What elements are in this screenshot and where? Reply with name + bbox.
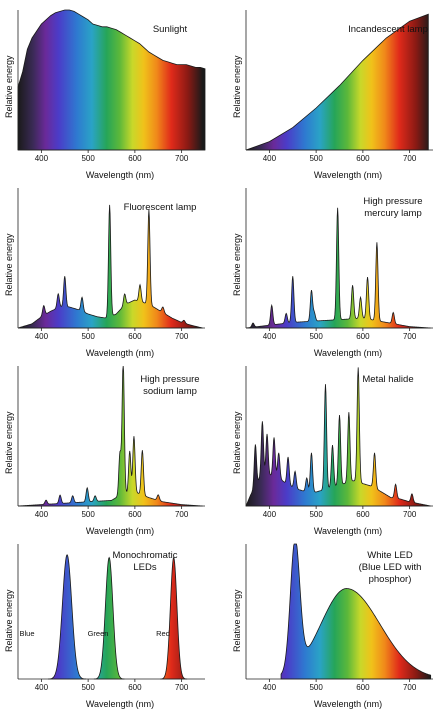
x-axis-label: Wavelength (nm): [313, 526, 383, 536]
spectrum-area: [245, 367, 431, 507]
x-tick-label: 700: [174, 683, 189, 692]
spectrum-area: [17, 9, 206, 151]
led-peak-green: [93, 556, 125, 680]
x-tick-label: 400: [34, 683, 49, 692]
x-tick-label: 600: [356, 683, 370, 692]
series-label-green: Green: [87, 629, 109, 638]
y-axis-label: Relative energy: [232, 233, 242, 296]
x-tick-label: 600: [128, 332, 142, 341]
x-tick-label: 600: [356, 154, 370, 163]
chart-panel-metal-halide: Metal halide Relative energy Wavelength …: [228, 356, 441, 536]
chart-title: Metal halide: [362, 374, 414, 385]
x-tick-label: 500: [309, 683, 323, 692]
spectrum-chart-incandescent: [245, 10, 433, 153]
spectrum-chart-mercury: [245, 188, 433, 331]
y-axis-label: Relative energy: [232, 55, 242, 118]
chart-title: Monochromatic LEDs: [112, 550, 178, 573]
x-tick-label: 600: [356, 332, 370, 341]
x-tick-label: 700: [402, 510, 417, 519]
x-tick-label: 500: [81, 332, 95, 341]
x-tick-label: 600: [128, 154, 142, 163]
chart-title: Fluorescent lamp: [123, 202, 197, 213]
series-label-red: Red: [156, 629, 170, 638]
x-tick-label: 700: [174, 510, 189, 519]
x-tick-label: 700: [402, 332, 417, 341]
x-axis-label: Wavelength (nm): [313, 699, 383, 709]
x-tick-label: 400: [262, 332, 277, 341]
chart-panel-monochromatic-leds: Monochromatic LEDs Relative energy Wavel…: [0, 534, 220, 711]
x-tick-label: 400: [34, 154, 49, 163]
x-axis-label: Wavelength (nm): [85, 170, 155, 180]
x-tick-label: 600: [356, 510, 370, 519]
spectrum-area: [280, 543, 432, 680]
y-axis-label: Relative energy: [232, 589, 242, 652]
x-axis-label: Wavelength (nm): [313, 170, 383, 180]
x-tick-label: 500: [309, 510, 323, 519]
spectrum-chart-fluorescent: [17, 188, 205, 331]
x-tick-label: 400: [34, 510, 49, 519]
x-tick-label: 700: [402, 683, 417, 692]
chart-title: Incandescent lamp: [348, 24, 428, 35]
series-label-blue: Blue: [19, 629, 35, 638]
chart-title: High pressure sodium lamp: [140, 374, 200, 397]
x-tick-label: 500: [81, 154, 95, 163]
spectrum-area: [17, 365, 203, 507]
x-tick-label: 400: [34, 332, 49, 341]
spectrum-area: [245, 13, 429, 151]
x-tick-label: 600: [128, 510, 142, 519]
chart-panel-white-led: White LED (Blue LED with phosphor) Relat…: [228, 534, 441, 711]
chart-title: High pressure mercury lamp: [363, 196, 423, 219]
x-axis-label: Wavelength (nm): [313, 348, 383, 358]
x-tick-label: 400: [262, 154, 277, 163]
led-peak-blue: [47, 554, 87, 680]
chart-title: Sunlight: [152, 24, 188, 35]
x-axis-label: Wavelength (nm): [85, 526, 155, 536]
x-tick-label: 500: [309, 332, 323, 341]
y-axis-label: Relative energy: [4, 233, 14, 296]
y-axis-label: Relative energy: [4, 589, 14, 652]
chart-title: White LED (Blue LED with phosphor): [358, 550, 422, 585]
spectrum-chart-monochromatic-leds: [17, 544, 205, 682]
x-tick-label: 700: [174, 154, 189, 163]
x-tick-label: 700: [174, 332, 189, 341]
x-axis-label: Wavelength (nm): [85, 348, 155, 358]
spectrum-area: [17, 204, 203, 329]
x-tick-label: 700: [402, 154, 417, 163]
spectrum-chart-sodium: [17, 365, 205, 509]
spectrum-chart-white-led: [245, 543, 433, 682]
x-axis-label: Wavelength (nm): [85, 699, 155, 709]
chart-panel-sodium: High pressure sodium lamp Relative energ…: [0, 356, 220, 536]
x-tick-label: 400: [262, 510, 277, 519]
chart-panel-incandescent: Incandescent lamp Relative energy Wavele…: [228, 0, 441, 180]
spectrum-area: [245, 207, 431, 329]
chart-panel-fluorescent: Fluorescent lamp Relative energy Wavelen…: [0, 178, 220, 358]
y-axis-label: Relative energy: [4, 55, 14, 118]
spectrum-chart-sunlight: [17, 9, 206, 153]
x-tick-label: 400: [262, 683, 277, 692]
y-axis-label: Relative energy: [232, 411, 242, 474]
x-tick-label: 500: [81, 510, 95, 519]
chart-panel-mercury: High pressure mercury lamp Relative ener…: [228, 178, 441, 358]
x-tick-label: 500: [309, 154, 323, 163]
x-tick-label: 600: [128, 683, 142, 692]
spectrum-chart-metal-halide: [245, 366, 433, 509]
chart-panel-sunlight: Sunlight Relative energy Wavelength (nm)…: [0, 0, 220, 180]
led-peak-red: [160, 556, 188, 680]
y-axis-label: Relative energy: [4, 411, 14, 474]
x-tick-label: 500: [81, 683, 95, 692]
